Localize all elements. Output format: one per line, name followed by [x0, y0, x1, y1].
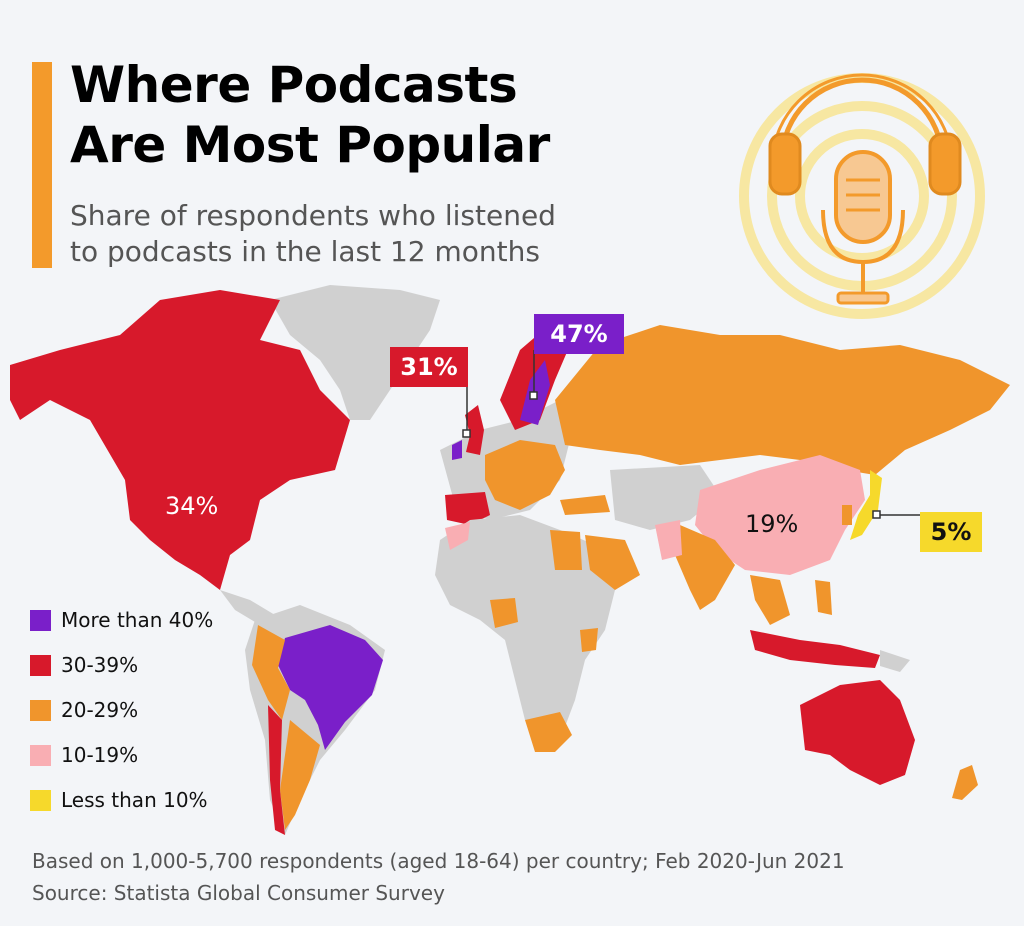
map-label-usa-text: 34% — [165, 492, 219, 520]
legend-item-10-19: 10-19% — [30, 743, 213, 767]
footer: Based on 1,000-5,700 respondents (aged 1… — [32, 845, 845, 909]
region-turkey — [560, 495, 610, 515]
page-title: Where Podcasts Are Most Popular — [70, 55, 550, 175]
region-new-zealand — [952, 765, 978, 800]
region-greenland — [270, 285, 440, 420]
callout-marker-uk — [462, 429, 471, 438]
region-ireland — [452, 440, 462, 460]
region-se-asia — [750, 575, 790, 625]
map-label-usa: 34% — [165, 492, 218, 520]
region-india — [675, 525, 735, 610]
region-indonesia — [750, 630, 880, 668]
region-russia — [555, 325, 1010, 475]
region-papua — [880, 650, 910, 672]
page-subtitle: Share of respondents who listened to pod… — [70, 198, 556, 270]
callout-japan-label: 5% — [930, 518, 972, 546]
callout-marker-japan — [872, 510, 881, 519]
region-continental-europe — [485, 440, 565, 510]
region-north-america — [10, 290, 350, 590]
region-argentina — [280, 720, 320, 830]
legend-label: 30-39% — [61, 653, 139, 677]
region-china — [695, 455, 865, 575]
title-line-2: Are Most Popular — [70, 116, 550, 174]
callout-marker-sweden — [529, 391, 538, 400]
region-middle-east — [585, 535, 640, 590]
region-pakistan — [655, 520, 682, 560]
podcast-microphone-headphones-icon — [739, 73, 985, 319]
callout-uk-label: 31% — [400, 353, 458, 381]
region-korea — [842, 505, 852, 525]
legend-label: 20-29% — [61, 698, 139, 722]
region-africa — [435, 515, 615, 745]
callout-sweden-label: 47% — [550, 320, 608, 348]
legend-item-30-39: 30-39% — [30, 653, 213, 677]
legend-item-less-than-10: Less than 10% — [30, 788, 213, 812]
region-kenya — [580, 628, 598, 652]
subtitle-line-2: to podcasts in the last 12 months — [70, 235, 540, 268]
legend-item-more-than-40: More than 40% — [30, 608, 213, 632]
region-uk — [465, 405, 484, 455]
legend-label: Less than 10% — [61, 788, 208, 812]
region-morocco — [445, 522, 470, 550]
region-central-america — [220, 590, 275, 625]
region-spain — [445, 492, 490, 525]
legend-label: 10-19% — [61, 743, 139, 767]
region-brazil — [278, 625, 383, 750]
legend-label: More than 40% — [61, 608, 214, 632]
map-label-china-text: 19% — [745, 510, 799, 538]
legend-swatch — [30, 699, 51, 721]
region-central-asia — [610, 465, 720, 530]
footer-source: Source: Statista Global Consumer Survey — [32, 881, 445, 905]
region-egypt — [550, 530, 582, 570]
legend-swatch — [30, 744, 51, 766]
region-japan — [850, 470, 882, 540]
footer-note: Based on 1,000-5,700 respondents (aged 1… — [32, 849, 845, 873]
accent-bar — [32, 62, 52, 268]
legend-swatch — [30, 654, 51, 676]
legend: More than 40% 30-39% 20-29% 10-19% Less … — [30, 608, 213, 833]
subtitle-line-1: Share of respondents who listened — [70, 199, 556, 232]
region-south-africa — [525, 712, 572, 752]
region-chile — [268, 705, 285, 835]
legend-item-20-29: 20-29% — [30, 698, 213, 722]
map-label-china: 19% — [745, 510, 798, 538]
region-philippines — [815, 580, 832, 615]
legend-swatch — [30, 789, 51, 811]
region-andes — [252, 625, 290, 720]
region-nigeria — [490, 598, 518, 628]
region-australia — [800, 680, 915, 785]
legend-swatch — [30, 609, 51, 631]
title-line-1: Where Podcasts — [70, 56, 518, 114]
callout-uk: 31% — [390, 347, 468, 387]
callout-japan: 5% — [920, 512, 982, 552]
callout-sweden: 47% — [534, 314, 624, 354]
